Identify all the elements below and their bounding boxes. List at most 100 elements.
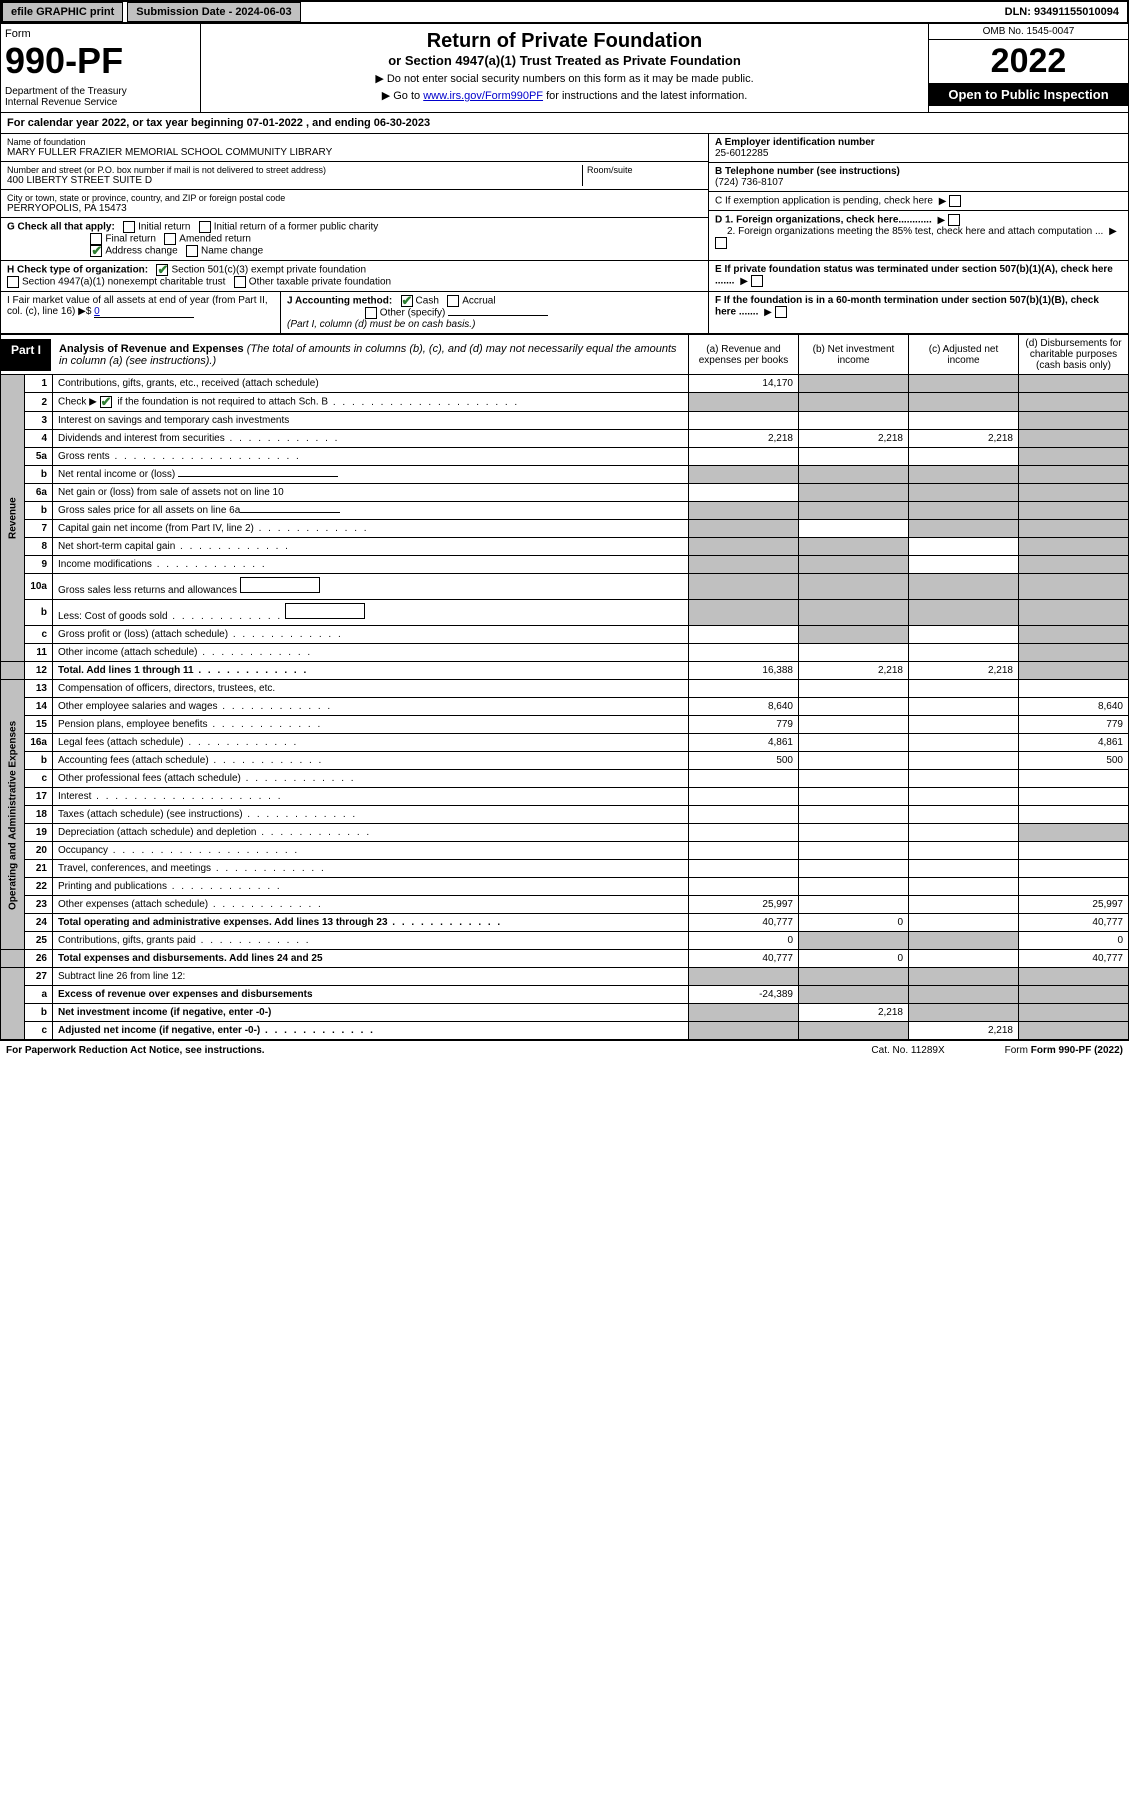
h-4947-label: Section 4947(a)(1) nonexempt charitable … <box>22 277 225 288</box>
row-desc: Legal fees (attach schedule) <box>53 734 689 752</box>
row-num: c <box>25 626 53 644</box>
row-num: b <box>25 502 53 520</box>
row-desc: Net investment income (if negative, ente… <box>53 1004 689 1022</box>
ssn-note: ▶ Do not enter social security numbers o… <box>211 72 918 85</box>
row-val-d: 25,997 <box>1019 896 1129 914</box>
row-val-c: 2,218 <box>909 662 1019 680</box>
tax-year: 2022 <box>929 40 1128 83</box>
irs-link[interactable]: www.irs.gov/Form990PF <box>423 90 543 102</box>
row-num: 7 <box>25 520 53 538</box>
part1-table: Part I Analysis of Revenue and Expenses … <box>0 334 1129 1040</box>
col-d-header: (d) Disbursements for charitable purpose… <box>1019 335 1129 375</box>
f-checkbox[interactable] <box>775 306 787 318</box>
f-label: F If the foundation is in a 60-month ter… <box>715 295 1099 318</box>
row-val-b: 0 <box>799 950 909 968</box>
row-num: 25 <box>25 932 53 950</box>
row-num: c <box>25 770 53 788</box>
address-change-label: Address change <box>105 246 177 257</box>
form-subtitle: or Section 4947(a)(1) Trust Treated as P… <box>211 53 918 68</box>
ein-label: A Employer identification number <box>715 137 875 148</box>
row-val-a: -24,389 <box>689 986 799 1004</box>
part1-badge: Part I <box>1 339 51 371</box>
revenue-label: Revenue <box>1 375 25 662</box>
foundation-info: Name of foundation MARY FULLER FRAZIER M… <box>0 134 1129 261</box>
row-val-c: 2,218 <box>909 430 1019 448</box>
street-address: 400 LIBERTY STREET SUITE D <box>7 175 582 186</box>
row-num: b <box>25 1004 53 1022</box>
row-desc: Dividends and interest from securities <box>53 430 689 448</box>
row-num: 23 <box>25 896 53 914</box>
col-c-header: (c) Adjusted net income <box>909 335 1019 375</box>
d2-label: 2. Foreign organizations meeting the 85%… <box>715 226 1103 237</box>
catalog-number: Cat. No. 11289X <box>871 1045 944 1056</box>
name-change-checkbox[interactable] <box>186 245 198 257</box>
name-label: Name of foundation <box>7 137 702 147</box>
form-title: Return of Private Foundation <box>211 30 918 53</box>
row-num: 9 <box>25 556 53 574</box>
h-501c3-checkbox[interactable] <box>156 264 168 276</box>
row-num: c <box>25 1022 53 1040</box>
row-desc: Gross sales price for all assets on line… <box>53 502 689 520</box>
efile-print-button[interactable]: efile GRAPHIC print <box>2 2 123 22</box>
row-desc: Excess of revenue over expenses and disb… <box>53 986 689 1004</box>
g-label: G Check all that apply: <box>7 222 115 233</box>
row-desc: Other professional fees (attach schedule… <box>53 770 689 788</box>
j-accrual-checkbox[interactable] <box>447 295 459 307</box>
initial-former-checkbox[interactable] <box>199 221 211 233</box>
row-val-a: 16,388 <box>689 662 799 680</box>
row-val-d: 40,777 <box>1019 914 1129 932</box>
row-num: 16a <box>25 734 53 752</box>
row-num: 8 <box>25 538 53 556</box>
open-to-public: Open to Public Inspection <box>929 83 1128 106</box>
phone-label: B Telephone number (see instructions) <box>715 166 900 177</box>
page-footer: For Paperwork Reduction Act Notice, see … <box>0 1040 1129 1060</box>
address-label: Number and street (or P.O. box number if… <box>7 165 582 175</box>
part1-title: Analysis of Revenue and Expenses (The to… <box>51 339 688 371</box>
row-desc: Compensation of officers, directors, tru… <box>53 680 689 698</box>
row-num: 14 <box>25 698 53 716</box>
j-other-checkbox[interactable] <box>365 307 377 319</box>
row-desc: Interest <box>53 788 689 806</box>
schb-checkbox[interactable] <box>100 396 112 408</box>
col-a-header: (a) Revenue and expenses per books <box>689 335 799 375</box>
calendar-year-line: For calendar year 2022, or tax year begi… <box>0 113 1129 134</box>
row-desc: Gross sales less returns and allowances <box>53 574 689 600</box>
h-4947-checkbox[interactable] <box>7 276 19 288</box>
c-checkbox[interactable] <box>949 195 961 207</box>
row-num: b <box>25 752 53 770</box>
row-num: 1 <box>25 375 53 393</box>
i-value[interactable]: 0 <box>94 306 194 318</box>
col-b-header: (b) Net investment income <box>799 335 909 375</box>
row-num: 11 <box>25 644 53 662</box>
omb-number: OMB No. 1545-0047 <box>929 24 1128 40</box>
row-num: b <box>25 466 53 484</box>
row-val-a: 2,218 <box>689 430 799 448</box>
row-num: a <box>25 986 53 1004</box>
address-change-checkbox[interactable] <box>90 245 102 257</box>
goto-post: for instructions and the latest informat… <box>543 90 747 102</box>
row-desc: Check ▶ if the foundation is not require… <box>53 393 689 412</box>
ein-value: 25-6012285 <box>715 148 768 159</box>
c-label: C If exemption application is pending, c… <box>715 196 933 207</box>
e-checkbox[interactable] <box>751 275 763 287</box>
row-num: 22 <box>25 878 53 896</box>
amended-return-checkbox[interactable] <box>164 233 176 245</box>
row-val-b: 2,218 <box>799 430 909 448</box>
h-other-checkbox[interactable] <box>234 276 246 288</box>
j-cash-checkbox[interactable] <box>401 295 413 307</box>
name-change-label: Name change <box>201 246 263 257</box>
final-return-label: Final return <box>105 234 156 245</box>
d2-checkbox[interactable] <box>715 237 727 249</box>
row-val-d: 500 <box>1019 752 1129 770</box>
paperwork-notice: For Paperwork Reduction Act Notice, see … <box>6 1045 265 1056</box>
d1-checkbox[interactable] <box>948 214 960 226</box>
row-val-a: 0 <box>689 932 799 950</box>
row-val-d: 4,861 <box>1019 734 1129 752</box>
row-desc: Net rental income or (loss) <box>53 466 689 484</box>
e-label: E If private foundation status was termi… <box>715 264 1113 287</box>
initial-return-checkbox[interactable] <box>123 221 135 233</box>
row-desc: Interest on savings and temporary cash i… <box>53 412 689 430</box>
row-desc: Accounting fees (attach schedule) <box>53 752 689 770</box>
row-desc: Pension plans, employee benefits <box>53 716 689 734</box>
h-label: H Check type of organization: <box>7 265 148 276</box>
